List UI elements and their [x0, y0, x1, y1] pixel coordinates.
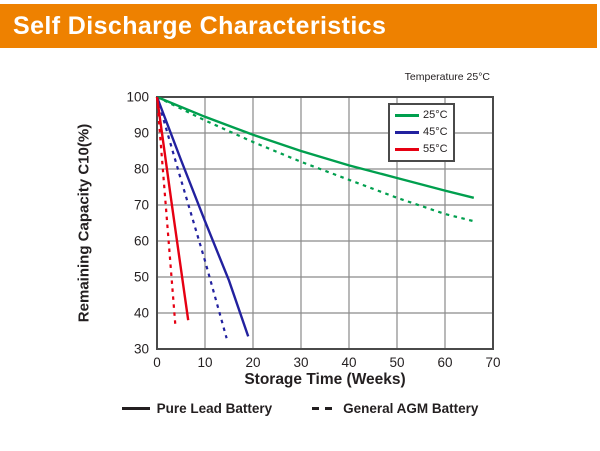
- y-tick-label: 50: [134, 270, 149, 285]
- x-tick-label: 70: [485, 355, 500, 370]
- y-tick-label: 40: [134, 306, 149, 321]
- y-tick-label: 30: [134, 342, 149, 357]
- legend-item-pure-lead: Pure Lead Battery: [121, 401, 273, 416]
- x-axis-title: Storage Time (Weeks): [244, 371, 406, 388]
- x-tick-label: 20: [245, 355, 260, 370]
- legend-label: 45°C: [423, 126, 448, 138]
- dashed-line-swatch: [312, 407, 337, 410]
- legend-item-general-agm: General AGM Battery: [312, 401, 478, 416]
- line-color-swatch: [395, 148, 419, 151]
- legend-label: Pure Lead Battery: [156, 401, 273, 416]
- y-tick-label: 100: [126, 90, 149, 105]
- line-chart: 0 10 20 30 40 50 60 70 30 40 50 60 70 80 90 100: [126, 90, 500, 371]
- y-tick-label: 80: [134, 162, 149, 177]
- y-tick-label: 60: [134, 234, 149, 249]
- page-title: Self Discharge Characteristics: [13, 11, 387, 40]
- x-tick-label: 50: [389, 355, 404, 370]
- chart-legend-box: 25°C 45°C 55°C: [388, 103, 455, 162]
- legend-item-55C: 55°C: [395, 144, 448, 155]
- y-tick-label: 90: [134, 126, 149, 141]
- y-tick-label: 70: [134, 198, 149, 213]
- solid-line-swatch: [121, 407, 150, 410]
- line-color-swatch: [395, 131, 419, 134]
- x-tick-label: 30: [293, 355, 308, 370]
- x-tick-label: 10: [197, 355, 212, 370]
- legend-item-25C: 25°C: [395, 110, 448, 121]
- x-tick-label: 60: [437, 355, 452, 370]
- x-tick-label: 0: [153, 355, 161, 370]
- battery-type-legend: Pure Lead Battery General AGM Battery: [0, 401, 600, 416]
- line-color-swatch: [395, 114, 419, 117]
- x-tick-label: 40: [341, 355, 356, 370]
- legend-item-45C: 45°C: [395, 127, 448, 138]
- legend-label: General AGM Battery: [343, 401, 479, 416]
- temperature-note: Temperature 25°C: [404, 71, 490, 83]
- header-banner: Self Discharge Characteristics: [0, 4, 597, 48]
- legend-label: 55°C: [423, 143, 448, 155]
- legend-label: 25°C: [423, 109, 448, 121]
